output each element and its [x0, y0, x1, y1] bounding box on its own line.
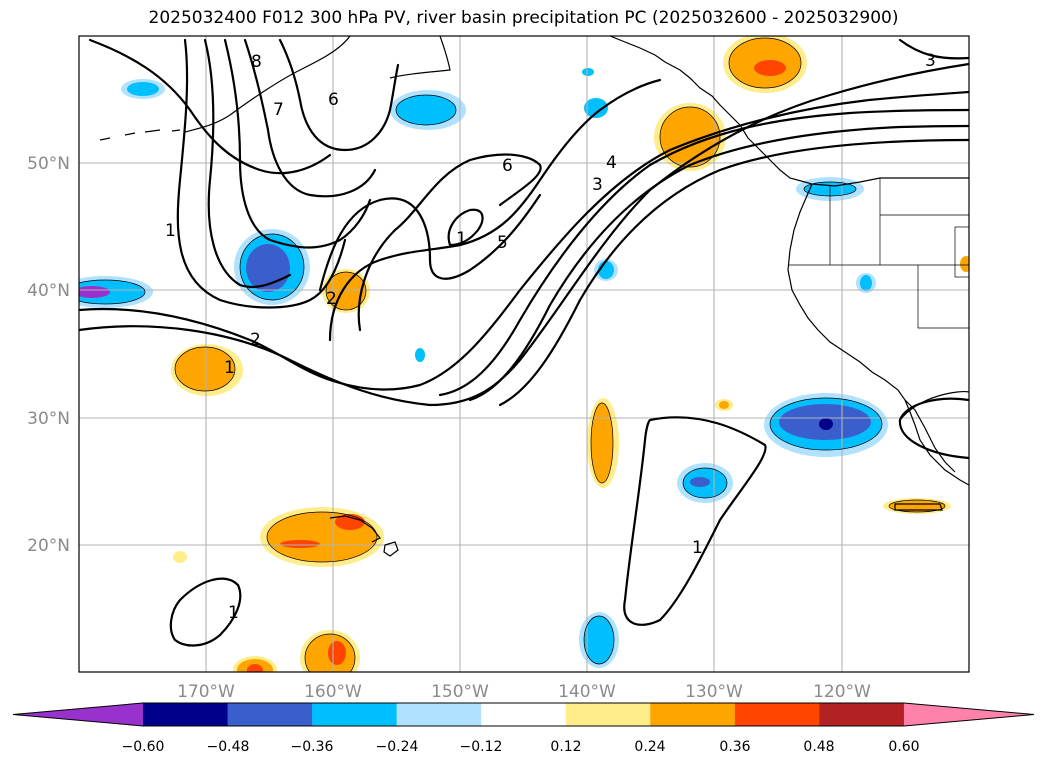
shading-outlines — [79, 37, 946, 672]
lon-label: 160°W — [304, 682, 362, 702]
contour-label: 1 — [165, 221, 176, 241]
latitude-labels: 50°N 40°N 30°N 20°N — [27, 154, 70, 556]
lat-label: 40°N — [27, 281, 70, 301]
colorbar-extend-low — [13, 703, 143, 726]
colorbar-segment — [143, 703, 229, 726]
colorbar-tick-label: 0.60 — [888, 739, 919, 755]
state-borders — [788, 178, 969, 329]
colorbar-extend-high — [903, 703, 1034, 726]
pv-contours — [79, 38, 969, 647]
contour-label: 1 — [228, 603, 239, 623]
colorbar-segment — [227, 703, 313, 726]
colorbar-segment — [312, 703, 398, 726]
colorbar — [12, 702, 1035, 727]
colorbar-tick-label: 0.24 — [634, 739, 665, 755]
contour-label: 2 — [326, 289, 337, 309]
colorbar-tick-label: −0.48 — [207, 739, 250, 755]
colorbar-tick-label: 0.36 — [719, 739, 750, 755]
contour-label: 1 — [692, 538, 703, 558]
coastlines — [99, 36, 969, 557]
contour-label: 6 — [502, 156, 513, 176]
contour-label: 4 — [606, 153, 617, 173]
colorbar-tick-labels: −0.60 −0.48 −0.36 −0.24 −0.12 0.12 0.24 … — [122, 739, 920, 755]
colorbar-segment — [396, 703, 482, 726]
graticule — [79, 36, 969, 672]
contour-label: 2 — [250, 330, 261, 350]
colorbar-outline — [12, 702, 1035, 727]
lon-label: 150°W — [431, 682, 489, 702]
contour-label: 7 — [273, 100, 284, 120]
lat-label: 30°N — [27, 409, 70, 429]
contour-label: 5 — [497, 233, 508, 253]
longitude-labels: 170°W 160°W 150°W 140°W 130°W 120°W — [177, 682, 871, 702]
map-title: 2025032400 F012 300 hPa PV, river basin … — [148, 8, 899, 28]
contour-label: 1 — [456, 229, 467, 249]
colorbar-tick-label: 0.12 — [550, 739, 581, 755]
contour-labels: 8 7 6 1 2 6 5 4 3 1 2 1 1 1 3 — [165, 51, 936, 623]
colorbar-tick-label: −0.36 — [291, 739, 334, 755]
lat-label: 20°N — [27, 536, 70, 556]
colorbar-tick-label: −0.60 — [122, 739, 165, 755]
lon-label: 120°W — [813, 682, 871, 702]
colorbar-tick-label: 0.48 — [803, 739, 834, 755]
colorbar-segment — [481, 703, 567, 726]
colorbar-segment — [650, 703, 736, 726]
colorbar-segment — [734, 703, 820, 726]
plot-border — [78, 35, 970, 673]
contour-label: 1 — [224, 358, 235, 378]
lat-label: 50°N — [27, 154, 70, 174]
map-layers: 8 7 6 1 2 6 5 4 3 1 2 1 1 1 3 — [79, 36, 969, 672]
contour-label: 8 — [251, 52, 262, 72]
lon-label: 130°W — [685, 682, 743, 702]
contour-label: 3 — [592, 175, 603, 195]
colorbar-segment — [819, 703, 905, 726]
contour-label: 6 — [328, 90, 339, 110]
lon-label: 140°W — [558, 682, 616, 702]
colorbar-tick-label: −0.12 — [460, 739, 503, 755]
colorbar-tick-label: −0.24 — [376, 739, 419, 755]
lon-label: 170°W — [177, 682, 235, 702]
colorbar-segment — [565, 703, 651, 726]
contour-label: 3 — [925, 51, 936, 71]
